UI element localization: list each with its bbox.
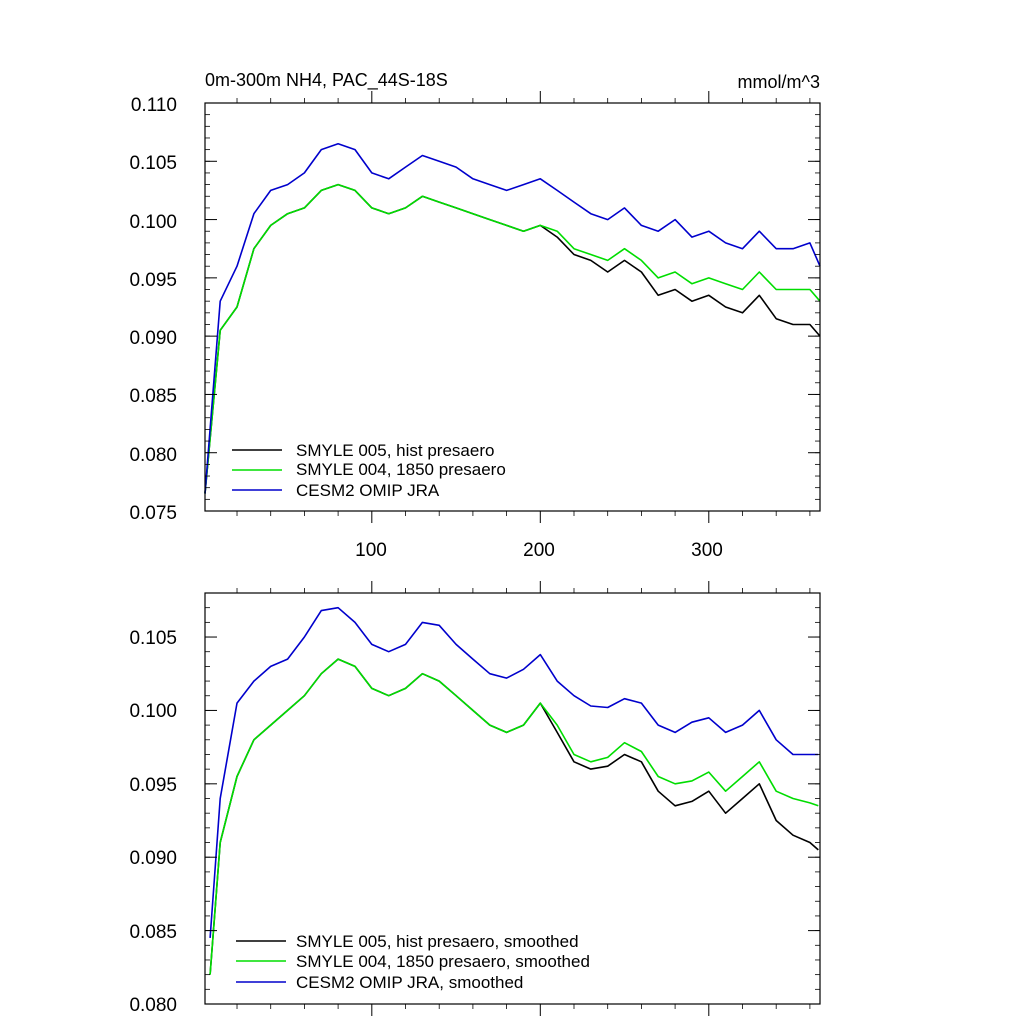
top-panel-series [204,143,821,494]
series-line-1 [204,183,821,494]
bottom-legend: SMYLE 005, hist presaero, smoothed SMYLE… [236,932,590,992]
series-line-0 [209,658,819,975]
bottom-ytick-label: 0.090 [129,848,177,869]
top-ytick-label: 0.105 [129,153,177,174]
bottom-ytick-label: 0.100 [129,701,177,722]
bottom-legend-label: SMYLE 005, hist presaero, smoothed [296,932,579,951]
top-legend-label: SMYLE 004, 1850 presaero [296,460,506,479]
top-panel-frame [204,102,821,512]
series-line-2 [209,606,819,938]
top-legend: SMYLE 005, hist presaero SMYLE 004, 1850… [232,441,506,500]
bottom-ytick-label: 0.085 [129,922,177,943]
series-line-2 [204,143,821,494]
top-ytick-label: 0.090 [129,328,177,349]
top-ytick-label: 0.095 [129,270,177,291]
top-xtick-label: 300 [691,540,723,561]
top-ytick-label: 0.100 [129,212,177,233]
top-panel-units: mmol/m^3 [738,72,820,92]
top-panel-ticks [205,91,820,523]
top-ytick-label: 0.075 [129,503,177,524]
bottom-panel-ticks [205,581,820,1016]
top-legend-label: SMYLE 005, hist presaero [296,441,494,460]
top-ytick-label: 0.085 [129,386,177,407]
bottom-ytick-label: 0.105 [129,628,177,649]
bottom-legend-label: CESM2 OMIP JRA, smoothed [296,973,523,992]
top-panel: 0m-300m NH4, PAC_44S-18S mmol/m^3 0.075 … [129,70,821,561]
bottom-ytick-label: 0.095 [129,775,177,796]
top-xtick-label: 200 [523,540,555,561]
series-line-1 [209,658,819,975]
top-xtick-label: 100 [355,540,387,561]
top-legend-label: CESM2 OMIP JRA [296,481,440,500]
bottom-legend-label: SMYLE 004, 1850 presaero, smoothed [296,952,590,971]
bottom-panel: 0.080 0.085 0.090 0.095 0.100 0.105 SMYL… [129,581,821,1016]
bottom-panel-series [209,606,819,975]
bottom-ytick-label: 0.080 [129,995,177,1016]
top-ytick-label: 0.080 [129,445,177,466]
top-ytick-label: 0.110 [131,95,177,116]
top-panel-title: 0m-300m NH4, PAC_44S-18S [205,70,448,91]
